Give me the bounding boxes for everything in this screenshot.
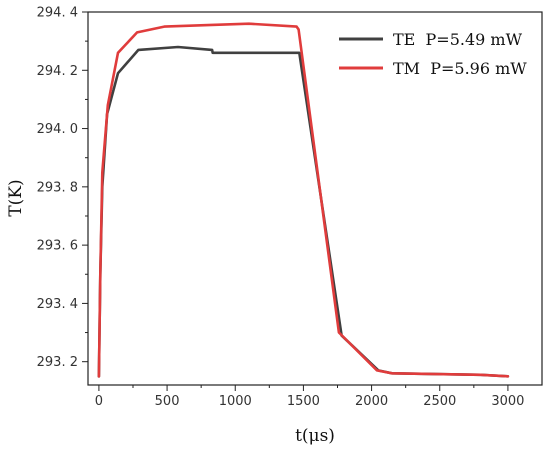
plot-area bbox=[87, 11, 543, 386]
y-tick-label: 293. 8 bbox=[37, 180, 78, 195]
y-tick-label: 293. 4 bbox=[37, 297, 78, 312]
x-tick-label: 1000 bbox=[219, 394, 252, 409]
y-tick-label: 293. 6 bbox=[37, 239, 78, 254]
series-line-tm bbox=[97, 22, 510, 378]
x-tick-label: 3000 bbox=[491, 394, 524, 409]
y-axis-title: T(K) bbox=[6, 179, 26, 216]
legend-label-tm: TM P=5.96 mW bbox=[393, 59, 527, 78]
x-tick-label: 0 bbox=[95, 394, 103, 409]
series-line-te bbox=[97, 45, 510, 378]
legend: TE P=5.49 mW TM P=5.96 mW bbox=[339, 30, 527, 78]
y-tick-label: 294. 2 bbox=[37, 64, 78, 79]
y-tick-label: 294. 4 bbox=[37, 6, 78, 21]
x-tick-label: 500 bbox=[155, 394, 180, 409]
x-tick-label: 1500 bbox=[287, 394, 320, 409]
series-lines bbox=[97, 22, 510, 378]
x-tick-label: 2500 bbox=[423, 394, 456, 409]
x-axis-title: t(μs) bbox=[295, 426, 335, 446]
y-tick-label: 294. 0 bbox=[37, 122, 78, 137]
y-tick-label: 293. 2 bbox=[37, 355, 78, 370]
legend-label-te: TE P=5.49 mW bbox=[393, 30, 523, 49]
x-tick-label: 2000 bbox=[355, 394, 388, 409]
axis-ticks: 0 500 1000 1500 2000 2500 3000 293. 2 293. 4 293.… bbox=[37, 6, 525, 410]
